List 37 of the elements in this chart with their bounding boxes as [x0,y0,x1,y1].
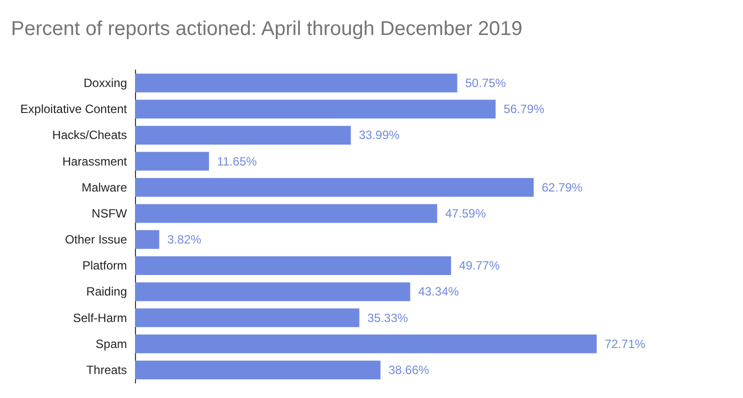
data-label: 49.77% [459,258,500,273]
data-label: 56.79% [504,102,545,116]
bar [135,256,452,276]
y-tick-label: Doxxing [84,76,127,90]
data-label: 62.79% [542,180,583,194]
data-label: 50.75% [465,76,506,90]
y-tick-label: Raiding [86,284,127,299]
data-label: 11.65% [216,154,258,168]
y-tick-label: Self-Harm [72,310,127,325]
data-label: 38.66% [388,362,430,377]
y-tick-label: Other Issue [64,232,128,247]
y-tick-label: Malware [82,180,128,194]
data-label: 43.34% [418,284,460,299]
y-tick-label: Hacks/Cheats [52,128,127,142]
y-tick-label: NSFW [92,206,128,220]
bar [135,230,160,249]
y-tick-label: Harassment [62,154,128,168]
y-tick-label: Platform [82,258,127,273]
bar [135,100,496,119]
y-tick-label: Spam [96,336,127,351]
chart-title: Percent of reports actioned: April through December 2019 [11,18,522,40]
data-label: 3.82% [167,232,202,247]
data-label: 33.99% [358,128,400,142]
bar [135,126,351,145]
data-label: 35.33% [367,310,408,325]
bar [135,360,380,380]
bar [135,282,410,302]
data-label: 72.71% [604,336,646,351]
bar [135,74,458,92]
data-label: 47.59% [445,206,486,220]
bar [135,308,360,328]
bar [135,152,209,171]
bar [135,334,597,354]
bar [135,204,438,223]
y-tick-label: Threats [86,362,127,377]
y-tick-label: Exploitative Content [20,102,128,116]
bar [135,178,534,197]
